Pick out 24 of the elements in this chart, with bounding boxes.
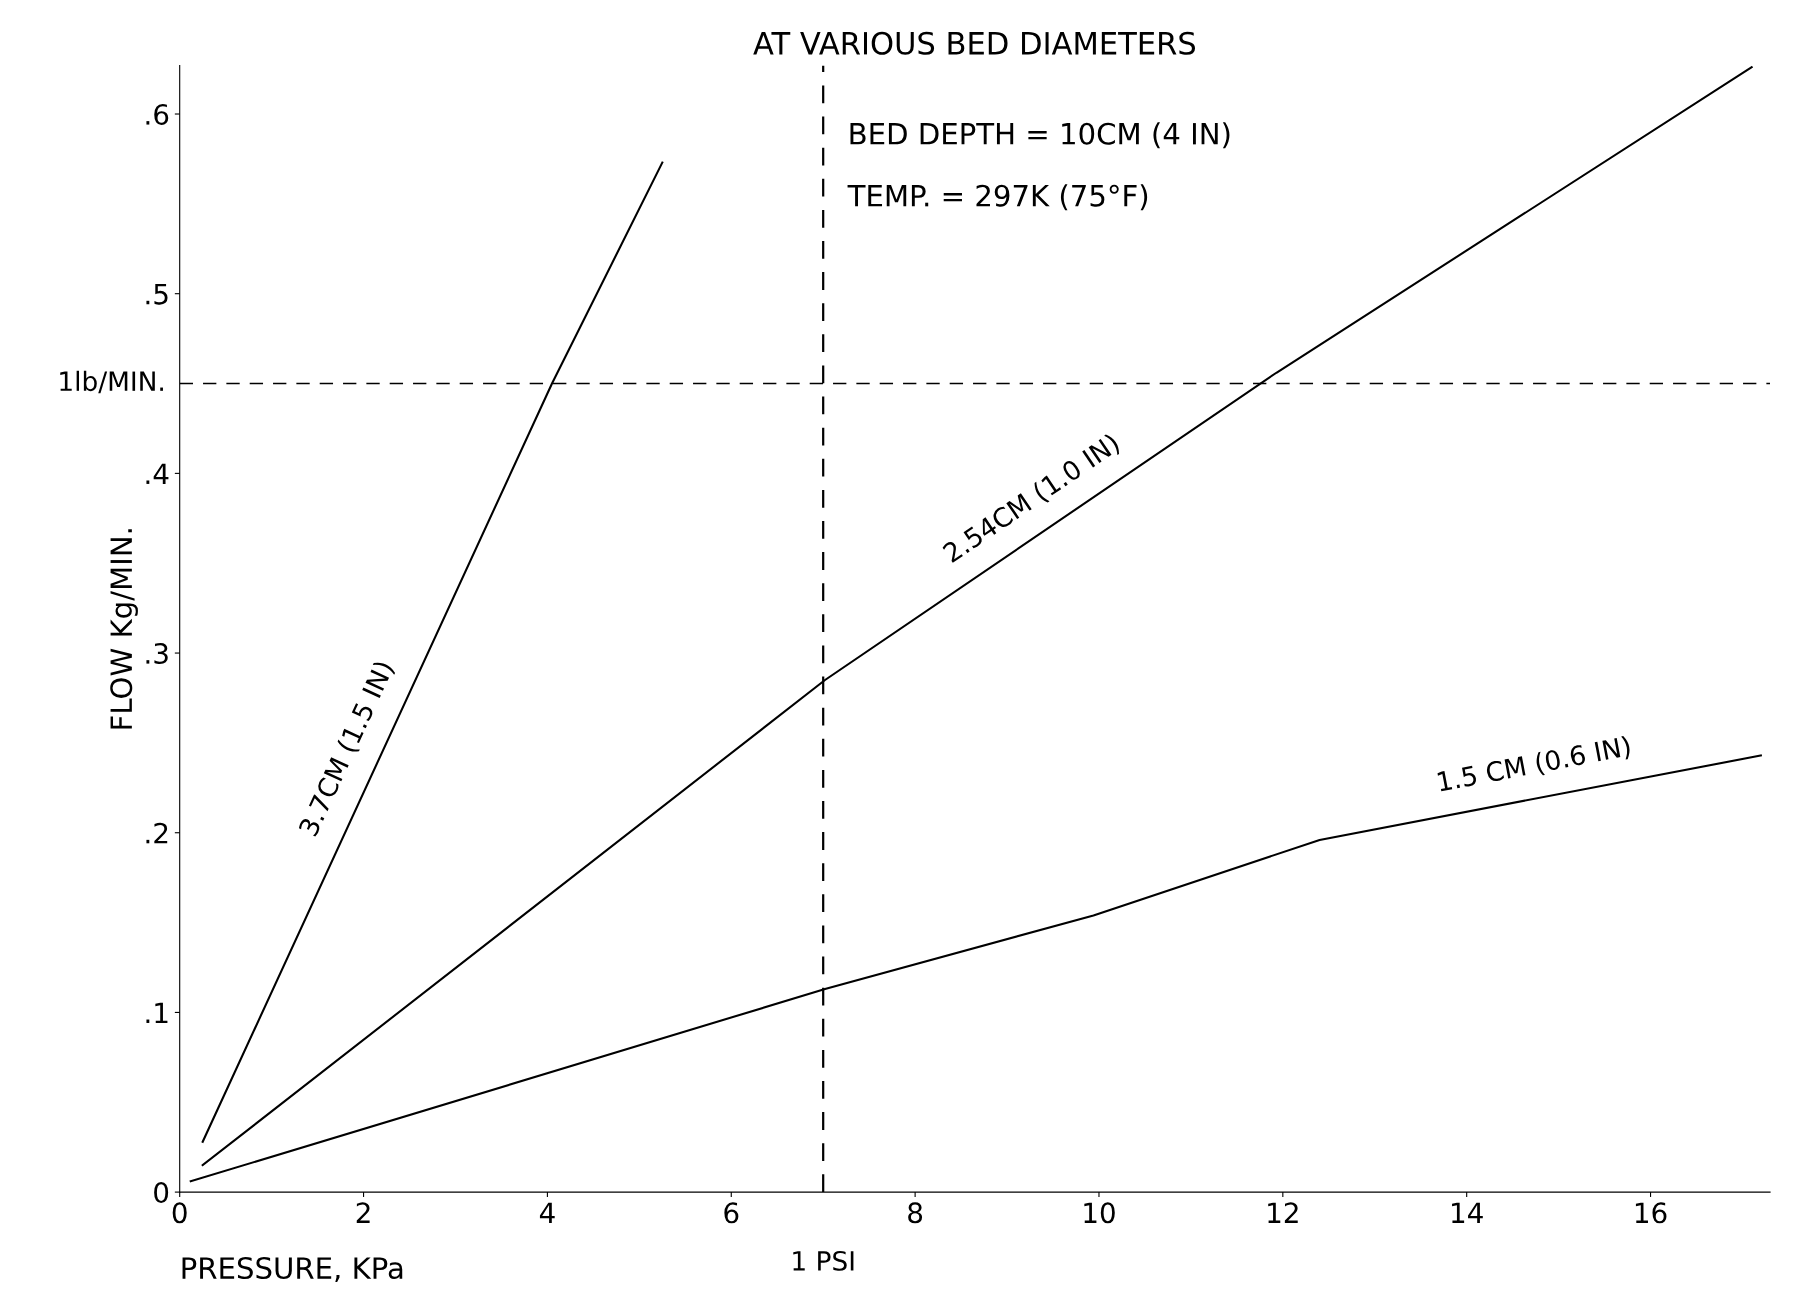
x-tick-label: 6 [724, 1202, 739, 1224]
annotation: BED DEPTH = 10CM (4 IN) [850, 122, 1230, 149]
x-tick-label: 8 [908, 1202, 923, 1224]
y-tick-label: .4 [146, 463, 169, 484]
x-tick-label: 10 [1084, 1202, 1115, 1224]
chart-title: AT VARIOUS BED DIAMETERS [753, 31, 1196, 55]
annotation: TEMP. = 297K (75°F) [847, 184, 1148, 211]
x-tick-label: 12 [1268, 1202, 1298, 1223]
y-tick-label: .1 [146, 1002, 168, 1023]
y-tick-label: .3 [146, 642, 168, 665]
ref-line-label: 1 PSI [793, 1250, 854, 1271]
x-tick-label: 0 [172, 1202, 187, 1224]
x-tick-label: 16 [1635, 1202, 1667, 1224]
y-tick-label: .5 [146, 284, 168, 305]
y-tick-label: 0 [154, 1182, 169, 1204]
x-tick-label: 14 [1452, 1202, 1483, 1223]
ref-line-label: 1lb/MIN. [60, 370, 163, 394]
x-axis-title: PRESSURE, KPa [182, 1257, 403, 1283]
y-tick-label: .6 [146, 103, 169, 125]
x-tick-label: 4 [539, 1202, 555, 1223]
text: 1.5 CM (0.6 IN) [1437, 735, 1632, 795]
x-tick-label: 2 [356, 1202, 370, 1223]
y-tick-label: .2 [146, 822, 168, 844]
y-axis-title: FLOW Kg/MIN. [110, 529, 138, 729]
